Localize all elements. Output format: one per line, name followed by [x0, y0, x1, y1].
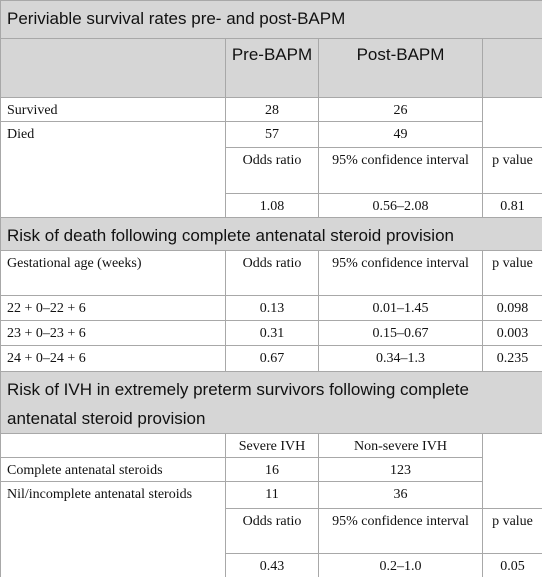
- cell: 36: [318, 481, 483, 509]
- section-title: Risk of death following complete antenat…: [0, 217, 542, 251]
- cell: 0.003: [482, 320, 542, 346]
- row-label: 22 + 0–22 + 6: [0, 295, 226, 321]
- stat-cell: 0.05: [482, 553, 542, 577]
- cell: 123: [318, 457, 483, 482]
- row-label: Nil/incomplete antenatal steroids: [0, 481, 226, 577]
- section-title: Risk of IVH in extremely preterm survivo…: [0, 371, 542, 434]
- column-header: Odds ratio: [225, 250, 319, 296]
- stat-cell: 0.81: [482, 193, 542, 218]
- row-label: Complete antenatal steroids: [0, 457, 226, 482]
- empty-cell: [482, 433, 542, 509]
- cell: 0.13: [225, 295, 319, 321]
- stat-header: Odds ratio: [225, 508, 319, 554]
- empty-cell: [482, 38, 542, 98]
- cell: 28: [225, 97, 319, 122]
- stat-cell: 1.08: [225, 193, 319, 218]
- cell: 26: [318, 97, 483, 122]
- column-header: Post-BAPM: [318, 38, 483, 98]
- row-label: Died: [0, 121, 226, 218]
- column-header: Severe IVH: [225, 433, 319, 458]
- stat-header: p value: [482, 508, 542, 554]
- cell: 0.31: [225, 320, 319, 346]
- stat-header: Odds ratio: [225, 147, 319, 194]
- cell: 0.098: [482, 295, 542, 321]
- row-label: Survived: [0, 97, 226, 122]
- cell: 0.67: [225, 345, 319, 372]
- cell: 0.235: [482, 345, 542, 372]
- cell: 11: [225, 481, 319, 509]
- stat-header: p value: [482, 147, 542, 194]
- stat-cell: 0.2–1.0: [318, 553, 483, 577]
- section-title: Periviable survival rates pre- and post-…: [0, 0, 542, 39]
- row-label: 23 + 0–23 + 6: [0, 320, 226, 346]
- empty-cell: [482, 97, 542, 148]
- column-header: Gestational age (weeks): [0, 250, 226, 296]
- column-header: Non-severe IVH: [318, 433, 483, 458]
- cell: 0.34–1.3: [318, 345, 483, 372]
- cell: 0.15–0.67: [318, 320, 483, 346]
- cell: 16: [225, 457, 319, 482]
- column-header: Pre-BAPM: [225, 38, 319, 98]
- empty-cell: [0, 433, 226, 458]
- column-header: 95% confidence interval: [318, 250, 483, 296]
- stat-cell: 0.56–2.08: [318, 193, 483, 218]
- cell: 57: [225, 121, 319, 148]
- empty-cell: [0, 38, 226, 98]
- cell: 0.01–1.45: [318, 295, 483, 321]
- cell: 49: [318, 121, 483, 148]
- stat-cell: 0.43: [225, 553, 319, 577]
- stat-header: 95% confidence interval: [318, 508, 483, 554]
- stat-header: 95% confidence interval: [318, 147, 483, 194]
- column-header: p value: [482, 250, 542, 296]
- row-label: 24 + 0–24 + 6: [0, 345, 226, 372]
